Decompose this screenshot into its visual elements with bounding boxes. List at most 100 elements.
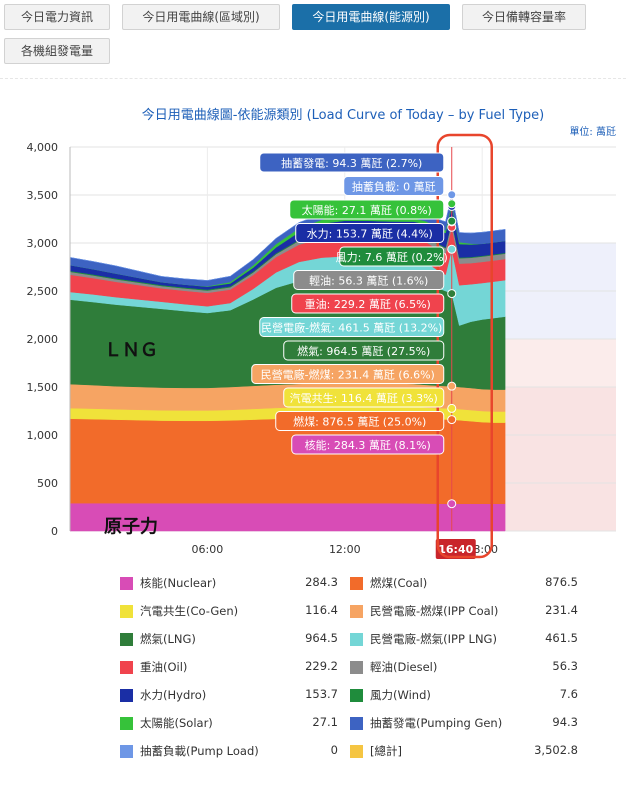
- legend-swatch: [120, 577, 133, 590]
- legend-label: 民營電廠-燃煤(IPP Coal): [370, 604, 499, 618]
- tab-load-curve-region[interactable]: 今日用電曲線(區域別): [122, 4, 280, 30]
- tooltip-text: 抽蓄負載: 0 萬瓩: [352, 180, 436, 194]
- legend-item[interactable]: 風力(Wind) 7.6: [350, 684, 578, 706]
- cursor-point: [447, 289, 457, 299]
- legend-item[interactable]: 民營電廠-燃煤(IPP Coal) 231.4: [350, 600, 578, 622]
- legend-swatch: [120, 689, 133, 702]
- band-middle: [505, 339, 616, 387]
- tooltip-label: 輕油: 56.3 萬瓩 (1.6%): [293, 270, 445, 290]
- legend-item[interactable]: 燃煤(Coal) 876.5: [350, 572, 578, 594]
- tooltip-bg: [291, 293, 445, 314]
- tab-power-info[interactable]: 今日電力資訊: [4, 4, 110, 30]
- tooltip-label: 重油: 229.2 萬瓩 (6.5%): [291, 293, 445, 314]
- legend-swatch: [350, 717, 363, 730]
- tooltip-label: 太陽能: 27.1 萬瓩 (0.8%): [289, 199, 445, 220]
- y-tick-label: 2,000: [27, 333, 59, 346]
- tooltip-label: 核能: 284.3 萬瓩 (8.1%): [291, 434, 445, 455]
- legend-value: 231.4: [545, 603, 578, 617]
- annotations: ＬＮＧ 原子力: [104, 340, 158, 538]
- y-tick-label: 0: [51, 525, 58, 538]
- legend-label: 民營電廠-燃氣(IPP LNG): [370, 632, 497, 646]
- legend-value: 284.3: [305, 575, 338, 589]
- tooltip-bg: [289, 199, 445, 220]
- legend-item[interactable]: 太陽能(Solar) 27.1: [120, 712, 342, 734]
- tooltip-label: 抽蓄負載: 0 萬瓩: [343, 176, 445, 196]
- tooltip-bg: [283, 387, 445, 408]
- legend-value: 94.3: [552, 715, 578, 729]
- legend-label: 抽蓄發電(Pumping Gen): [370, 716, 503, 730]
- legend-label: 燃煤(Coal): [370, 576, 428, 590]
- legend-item[interactable]: [總計] 3,502.8: [350, 740, 578, 762]
- tooltip-text: 汽電共生: 116.4 萬瓩 (3.3%): [290, 391, 438, 405]
- lng-annotation: ＬＮＧ: [104, 340, 158, 361]
- x-tick-label: 12:00: [329, 543, 361, 556]
- tooltip-text: 輕油: 56.3 萬瓩 (1.6%): [309, 274, 428, 288]
- tooltip-text: 燃氣: 964.5 萬瓩 (27.5%): [297, 344, 430, 358]
- tooltip-label: 抽蓄發電: 94.3 萬瓩 (2.7%): [259, 152, 445, 173]
- tooltip-label: 汽電共生: 116.4 萬瓩 (3.3%): [283, 387, 445, 408]
- nuclear-annotation: 原子力: [104, 517, 158, 538]
- y-tick-label: 3,000: [27, 237, 59, 250]
- legend-swatch: [120, 661, 133, 674]
- tooltip-label: 燃氣: 964.5 萬瓩 (27.5%): [283, 340, 445, 361]
- legend-label: [總計]: [370, 744, 402, 758]
- legend-item[interactable]: 汽電共生(Co-Gen) 116.4: [120, 600, 342, 622]
- y-tick-label: 2,500: [27, 285, 59, 298]
- legend-item[interactable]: 輕油(Diesel) 56.3: [350, 656, 578, 678]
- legend-swatch: [120, 745, 133, 758]
- y-tick-label: 500: [37, 477, 58, 490]
- legend-swatch: [350, 689, 363, 702]
- cursor-point: [447, 415, 457, 425]
- legend-swatch: [120, 605, 133, 618]
- legend-item[interactable]: 燃氣(LNG) 964.5: [120, 628, 342, 650]
- legend-item[interactable]: 抽蓄發電(Pumping Gen) 94.3: [350, 712, 578, 734]
- load-curve-chart: 今日用電曲線圖-依能源類別 (Load Curve of Today – by …: [27, 107, 616, 559]
- y-tick-label: 1,000: [27, 429, 59, 442]
- time-cursor[interactable]: 16:40: [435, 133, 493, 559]
- chart-title: 今日用電曲線圖-依能源類別 (Load Curve of Today – by …: [142, 107, 544, 123]
- legend-value: 27.1: [312, 715, 338, 729]
- tooltip-text: 民營電廠-燃煤: 231.4 萬瓩 (6.6%): [261, 368, 435, 382]
- legend-label: 燃氣(LNG): [140, 632, 196, 646]
- cursor-point: [447, 381, 457, 391]
- legend-swatch: [120, 633, 133, 646]
- tooltip-bg: [339, 246, 445, 267]
- x-tick-label: 06:00: [192, 543, 224, 556]
- legend-item[interactable]: 水力(Hydro) 153.7: [120, 684, 342, 706]
- legend-value: 116.4: [305, 603, 338, 617]
- legend-value: 0: [330, 743, 338, 757]
- cursor-point: [447, 403, 457, 413]
- legend-item[interactable]: 重油(Oil) 229.2: [120, 656, 342, 678]
- tooltip-bg: [251, 364, 445, 384]
- tooltip-text: 太陽能: 27.1 萬瓩 (0.8%): [302, 203, 432, 217]
- legend-item[interactable]: 核能(Nuclear) 284.3: [120, 572, 342, 594]
- tab-unit-generation[interactable]: 各機組發電量: [4, 38, 110, 64]
- legend-item[interactable]: 抽蓄負載(Pump Load) 0: [120, 740, 342, 762]
- legend-value: 964.5: [305, 631, 338, 645]
- legend-label: 太陽能(Solar): [140, 716, 213, 730]
- legend-swatch: [350, 661, 363, 674]
- legend-label: 汽電共生(Co-Gen): [140, 604, 239, 618]
- tab-reserve-margin[interactable]: 今日備轉容量率: [462, 4, 586, 30]
- tooltip-text: 核能: 284.3 萬瓩 (8.1%): [305, 438, 431, 452]
- tooltip-text: 水力: 153.7 萬瓩 (4.4%): [307, 228, 433, 241]
- legend-label: 風力(Wind): [370, 688, 431, 702]
- legend-value: 153.7: [305, 687, 338, 701]
- tooltip-bg: [259, 152, 445, 173]
- area-series: [69, 194, 506, 281]
- tooltip-text: 重油: 229.2 萬瓩 (6.5%): [305, 297, 431, 311]
- legend-swatch: [350, 745, 363, 758]
- tab-load-curve-fuel[interactable]: 今日用電曲線(能源別): [292, 4, 450, 30]
- legend-swatch: [120, 717, 133, 730]
- stacked-areas: [69, 194, 506, 532]
- divider: [0, 78, 626, 79]
- legend-item[interactable]: 民營電廠-燃氣(IPP LNG) 461.5: [350, 628, 578, 650]
- legend-label: 重油(Oil): [140, 660, 188, 674]
- tooltip-bg: [293, 270, 445, 290]
- tooltip-bg: [291, 434, 445, 455]
- tooltip-label: 燃煤: 876.5 萬瓩 (25.0%): [275, 411, 445, 431]
- legend-value: 461.5: [545, 631, 578, 645]
- y-tick-label: 3,500: [27, 189, 59, 202]
- tooltip-text: 燃煤: 876.5 萬瓩 (25.0%): [293, 415, 426, 429]
